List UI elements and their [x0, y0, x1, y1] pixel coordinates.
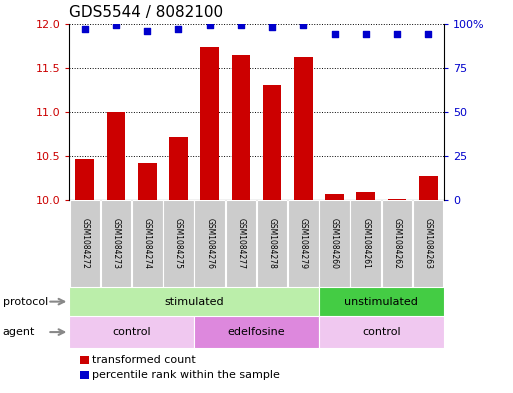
Point	[143, 28, 151, 34]
Bar	[101, 200, 131, 287]
Bar	[132, 200, 163, 287]
Point	[237, 22, 245, 29]
Text: GSM1084261: GSM1084261	[361, 218, 370, 269]
Bar	[257, 200, 287, 287]
Bar	[231, 55, 250, 200]
Bar	[288, 200, 319, 287]
Bar	[294, 57, 312, 200]
Bar	[413, 200, 443, 287]
Text: agent: agent	[3, 327, 35, 337]
Point	[424, 31, 432, 37]
Text: GSM1084260: GSM1084260	[330, 218, 339, 269]
Point	[112, 22, 120, 29]
Bar	[200, 48, 219, 200]
Text: GSM1084274: GSM1084274	[143, 218, 152, 269]
Text: GSM1084275: GSM1084275	[174, 218, 183, 269]
Bar	[419, 176, 438, 200]
Bar	[319, 287, 444, 316]
Bar	[382, 200, 412, 287]
Bar	[69, 287, 319, 316]
Point	[362, 31, 370, 37]
Text: GSM1084273: GSM1084273	[111, 218, 121, 269]
Bar	[325, 194, 344, 200]
Point	[268, 24, 276, 30]
Bar	[194, 316, 319, 348]
Bar	[319, 200, 350, 287]
Text: GSM1084279: GSM1084279	[299, 218, 308, 269]
Text: GSM1084272: GSM1084272	[81, 218, 89, 269]
Text: GSM1084277: GSM1084277	[236, 218, 245, 269]
Point	[330, 31, 339, 37]
Point	[393, 31, 401, 37]
Bar	[169, 137, 188, 200]
Point	[81, 26, 89, 32]
Text: stimulated: stimulated	[164, 297, 224, 307]
Bar	[70, 200, 100, 287]
Text: GSM1084276: GSM1084276	[205, 218, 214, 269]
Text: percentile rank within the sample: percentile rank within the sample	[92, 369, 280, 380]
Text: control: control	[112, 327, 151, 337]
Bar	[263, 84, 282, 200]
Text: GDS5544 / 8082100: GDS5544 / 8082100	[69, 5, 223, 20]
Bar	[319, 316, 444, 348]
Text: unstimulated: unstimulated	[344, 297, 418, 307]
Text: GSM1084263: GSM1084263	[424, 218, 432, 269]
Bar	[69, 316, 194, 348]
Bar	[388, 198, 406, 200]
Text: GSM1084278: GSM1084278	[268, 218, 277, 269]
Bar	[138, 163, 156, 200]
Bar	[107, 112, 125, 200]
Text: transformed count: transformed count	[92, 354, 196, 365]
Point	[174, 26, 183, 32]
Point	[206, 22, 214, 29]
Text: GSM1084262: GSM1084262	[392, 218, 402, 269]
Text: edelfosine: edelfosine	[228, 327, 285, 337]
Bar	[75, 159, 94, 200]
Bar	[357, 193, 375, 200]
Bar	[226, 200, 256, 287]
Text: protocol: protocol	[3, 297, 48, 307]
Bar	[194, 200, 225, 287]
Bar	[350, 200, 381, 287]
Text: control: control	[362, 327, 401, 337]
Point	[299, 22, 307, 29]
Bar	[163, 200, 194, 287]
